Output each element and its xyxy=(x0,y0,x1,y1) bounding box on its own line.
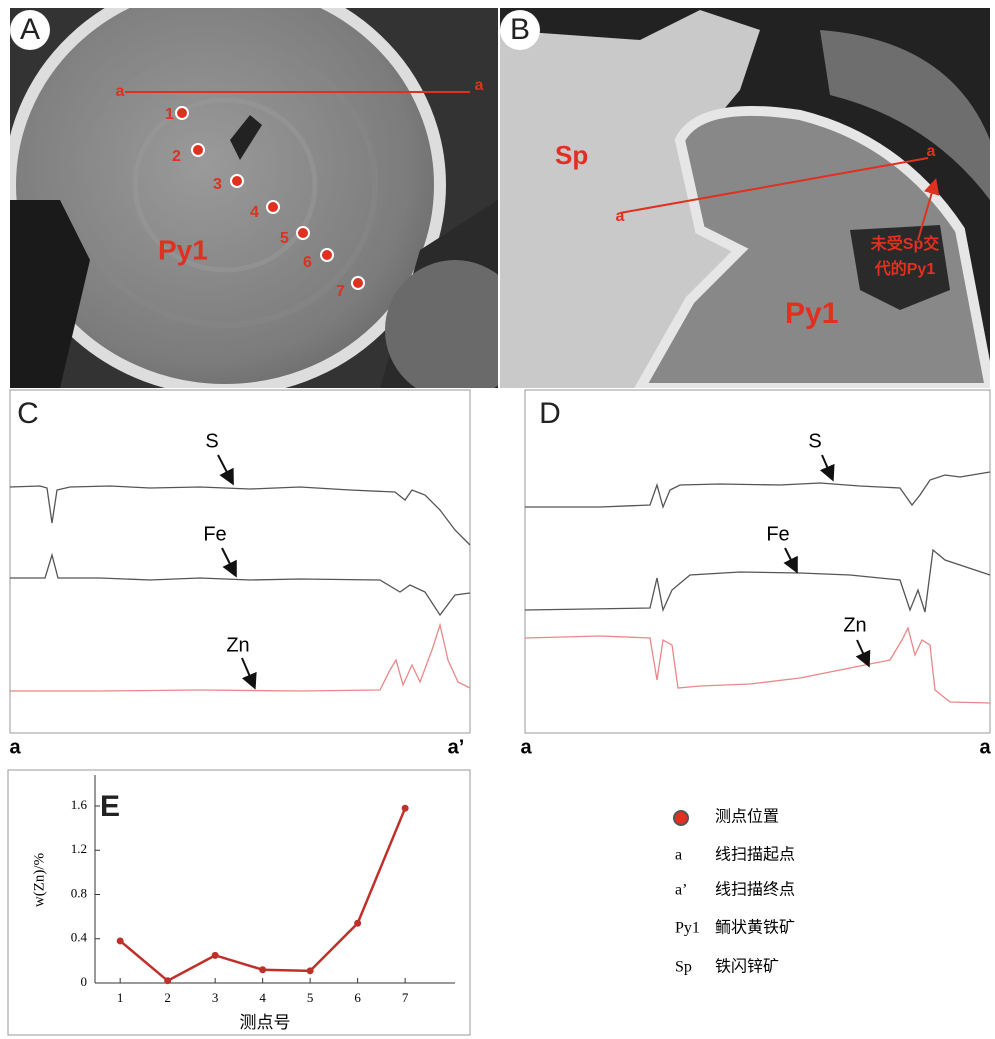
panel-a xyxy=(10,8,498,388)
scan-start: a xyxy=(116,83,125,100)
point-label: 1 xyxy=(165,106,174,123)
scan-end: a xyxy=(927,143,936,160)
x-tick-label: 6 xyxy=(354,990,361,1005)
annotation: 未受Sp交 xyxy=(870,234,939,253)
mineral-label: Py1 xyxy=(785,297,838,330)
legend xyxy=(673,810,689,826)
x-tick-label: 1 xyxy=(117,990,124,1005)
data-point xyxy=(354,919,362,927)
point-label: 4 xyxy=(250,204,259,221)
data-point xyxy=(259,966,267,974)
y-tick-label: 1.6 xyxy=(71,797,88,812)
panel-e: 0 0.4 0.8 1.2 1.6 1 2 3 4 5 6 7 xyxy=(7,769,471,1036)
y-tick-label: 1.2 xyxy=(71,841,87,856)
y-tick-label: 0.4 xyxy=(71,930,88,945)
panel-label: E xyxy=(100,790,120,823)
mineral-label: Sp xyxy=(555,140,588,170)
data-point xyxy=(164,977,172,985)
scan-start: a xyxy=(520,736,532,758)
panel-label: C xyxy=(17,397,39,430)
point-label: 6 xyxy=(303,254,312,271)
legend-symbol: Sp xyxy=(675,959,692,976)
scan-start: a xyxy=(616,208,625,225)
element-label: Fe xyxy=(203,523,226,545)
legend-text: 测点位置 xyxy=(715,808,779,826)
panel-label: D xyxy=(539,397,561,430)
x-tick-label: 4 xyxy=(259,990,266,1005)
legend-text: 线扫描起点 xyxy=(715,846,795,864)
element-label: S xyxy=(205,430,218,452)
element-label: Fe xyxy=(766,523,789,545)
element-label: Zn xyxy=(226,634,249,656)
point-label: 7 xyxy=(336,283,345,300)
panel-d xyxy=(524,389,991,734)
legend-text: 鲕状黄铁矿 xyxy=(715,919,795,937)
annotation: 代的Py1 xyxy=(874,259,936,278)
data-point xyxy=(401,804,409,812)
scan-end: a’ xyxy=(448,736,465,758)
data-point xyxy=(116,937,124,945)
panel-b xyxy=(500,8,990,388)
scan-start: a xyxy=(9,736,21,758)
element-label: Zn xyxy=(843,614,866,636)
legend-symbol: Py1 xyxy=(675,920,700,937)
point-label: 5 xyxy=(280,230,289,247)
mineral-label: Py1 xyxy=(158,234,208,265)
y-axis-title: w(Zn)/% xyxy=(31,853,47,907)
scan-end: a xyxy=(475,77,484,94)
legend-text: 线扫描终点 xyxy=(715,881,795,899)
x-tick-label: 2 xyxy=(164,990,171,1005)
element-label: S xyxy=(808,430,821,452)
y-tick-label: 0 xyxy=(81,974,88,989)
legend-symbol: a’ xyxy=(675,882,687,899)
panel-label: B xyxy=(510,13,530,46)
y-tick-label: 0.8 xyxy=(71,885,87,900)
x-axis-title: 测点号 xyxy=(240,1013,291,1032)
panel-c xyxy=(9,389,471,734)
data-point xyxy=(211,951,219,959)
x-tick-label: 5 xyxy=(307,990,314,1005)
x-tick-label: 7 xyxy=(402,990,409,1005)
legend-text: 铁闪锌矿 xyxy=(715,958,779,976)
scan-end: a xyxy=(979,736,991,758)
legend-symbol: a xyxy=(675,847,682,864)
point-label: 2 xyxy=(172,148,181,165)
data-point xyxy=(306,967,314,975)
x-tick-label: 3 xyxy=(212,990,219,1005)
point-label: 3 xyxy=(213,176,222,193)
panel-label: A xyxy=(20,13,40,46)
